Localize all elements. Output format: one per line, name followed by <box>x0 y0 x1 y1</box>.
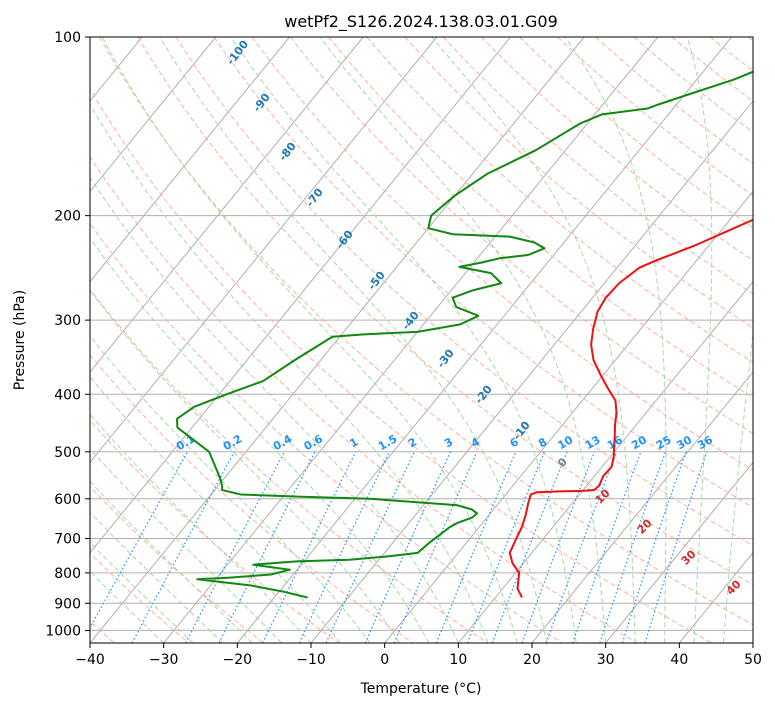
y-tick-label: 400 <box>54 387 81 403</box>
isotherm-line <box>90 37 217 193</box>
x-tick-label: −20 <box>223 652 253 668</box>
isotherm-line <box>605 461 753 643</box>
mixing-ratio-line <box>521 451 596 643</box>
dry-adiabat-line <box>90 87 712 643</box>
moist-adiabat-line <box>90 480 253 643</box>
y-tick-label: 300 <box>54 313 81 329</box>
isotherm-line <box>236 37 732 643</box>
dry-adiabat-line <box>137 37 753 586</box>
x-axis-label: Temperature (°C) <box>360 681 482 697</box>
isotherm-line <box>752 642 753 643</box>
dry-adiabat-line <box>366 37 753 363</box>
mixing-ratio-line <box>435 451 517 643</box>
y-tick-label: 800 <box>54 566 81 582</box>
isotherm-line <box>0 37 69 643</box>
dewpoint-profile-line <box>176 70 753 599</box>
mixing-ratio-line <box>491 451 568 643</box>
dry-adiabat-line <box>442 37 753 295</box>
moist-adiabat-line <box>90 448 282 643</box>
plot-frame <box>89 36 754 644</box>
isotherm-line <box>90 37 511 554</box>
thermo-line-labels: -100-90-80-70-60-50-40-30-20-100.1 0.2 0.4… <box>174 38 744 598</box>
dry-adiabat-line <box>557 37 753 197</box>
mixing-ratio-line <box>599 451 667 643</box>
y-tick-label: 100 <box>54 30 81 46</box>
axis-ticks: −40 −30 −20 −10 0 10 20 30 40 50 100 200 300 400 500 60… <box>45 30 762 668</box>
mixing-ratio-line <box>90 451 188 630</box>
moist-adiabat-line <box>90 237 430 643</box>
mixing-ratio-line <box>364 451 452 643</box>
x-tick-label: 10 <box>449 652 467 668</box>
x-tick-label: 0 <box>380 652 389 668</box>
mixing-ratio-line <box>218 451 316 643</box>
x-tick-label: −10 <box>296 652 326 668</box>
dry-adiabat-line <box>90 155 638 643</box>
temperature-profile-line <box>508 218 753 598</box>
x-tick-label: 20 <box>523 652 541 668</box>
y-tick-label: 600 <box>54 492 81 508</box>
x-tick-label: 40 <box>670 652 688 668</box>
mixing-ratio-line <box>644 451 708 643</box>
dry-adiabat-line <box>251 37 753 471</box>
isobar-gridlines <box>90 36 753 631</box>
moist-adiabat-line <box>90 176 459 643</box>
moist-adiabat-line <box>431 37 636 643</box>
moist-adiabat-line <box>230 37 577 643</box>
x-tick-label: −40 <box>75 652 105 668</box>
x-tick-label: 50 <box>744 652 762 668</box>
mixing-ratio-line <box>545 451 618 643</box>
isotherm-line <box>90 37 585 643</box>
dry-adiabat-line <box>90 288 488 643</box>
isotherm-line <box>90 37 290 283</box>
mixing-ratio-line <box>393 451 478 643</box>
dry-adiabat-line <box>90 419 339 643</box>
isotherm-line <box>531 371 753 643</box>
thermo-background-lines <box>0 37 753 643</box>
mixing-ratio-line <box>466 451 546 643</box>
isotherm-line <box>384 190 753 643</box>
plot-background <box>90 37 753 643</box>
dry-adiabat-line <box>90 485 264 643</box>
moist-adiabat-line <box>90 413 312 643</box>
moist-adiabat-line <box>90 570 165 643</box>
isotherm-line <box>457 280 753 643</box>
moist-adiabat-line <box>564 37 667 643</box>
moist-adiabat-line <box>90 103 489 643</box>
moist-adiabat-line <box>90 335 371 643</box>
y-axis-label: Pressure (hPa) <box>12 290 28 390</box>
isotherm-line <box>163 37 659 643</box>
mixing-ratio-line <box>621 451 687 643</box>
moist-adiabat-line <box>101 37 518 643</box>
y-tick-label: 500 <box>54 445 81 461</box>
isotherm-line <box>90 37 438 464</box>
dry-adiabat-line <box>175 37 753 547</box>
profile-lines <box>176 70 753 599</box>
mixing-ratio-line <box>131 451 235 643</box>
mixing-ratio-line <box>262 451 357 643</box>
y-tick-label: 1000 <box>45 623 81 639</box>
moist-adiabat-line <box>90 289 400 643</box>
moist-adiabat-line <box>723 327 753 643</box>
moist-adiabat-line <box>90 511 223 643</box>
mixing-ratio-line <box>572 451 642 643</box>
x-tick-label: −30 <box>149 652 179 668</box>
dry-adiabat-line <box>90 354 414 643</box>
moist-adiabat-line <box>686 37 713 643</box>
dry-adiabat-line <box>90 222 563 643</box>
y-tick-label: 900 <box>54 596 81 612</box>
moist-adiabat-line <box>319 37 607 643</box>
dry-adiabat-line <box>290 37 753 435</box>
moist-adiabat-line <box>90 541 194 643</box>
dry-adiabat-line <box>480 37 753 262</box>
x-tick-label: 30 <box>597 652 615 668</box>
isotherm-line <box>90 37 364 373</box>
y-tick-label: 200 <box>54 209 81 225</box>
chart-title: wetPf2_S126.2024.138.03.01.G09 <box>284 12 558 32</box>
y-tick-label: 700 <box>54 532 81 548</box>
